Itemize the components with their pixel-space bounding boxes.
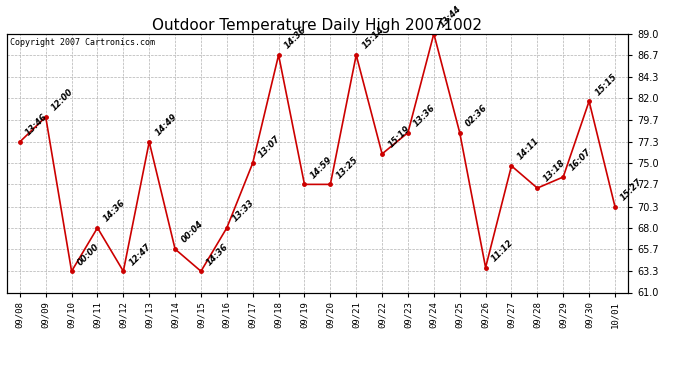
Text: 14:36: 14:36	[283, 26, 308, 51]
Text: 14:36: 14:36	[205, 242, 230, 267]
Text: 13:33: 13:33	[231, 198, 257, 223]
Text: 13:46: 13:46	[24, 112, 50, 138]
Text: 13:07: 13:07	[257, 134, 282, 159]
Text: 12:00: 12:00	[50, 87, 75, 113]
Title: Outdoor Temperature Daily High 20071002: Outdoor Temperature Daily High 20071002	[152, 18, 482, 33]
Text: 14:49: 14:49	[153, 112, 179, 138]
Text: 02:36: 02:36	[464, 103, 489, 129]
Text: 12:47: 12:47	[128, 242, 153, 267]
Text: 14:11: 14:11	[515, 136, 541, 162]
Text: Copyright 2007 Cartronics.com: Copyright 2007 Cartronics.com	[10, 38, 155, 46]
Text: 13:25: 13:25	[335, 155, 360, 180]
Text: 15:14: 15:14	[360, 26, 386, 51]
Text: 14:59: 14:59	[308, 155, 334, 180]
Text: 00:04: 00:04	[179, 219, 205, 245]
Text: 13:18: 13:18	[542, 159, 567, 184]
Text: 14:36: 14:36	[101, 198, 127, 223]
Text: 13:44: 13:44	[438, 4, 464, 30]
Text: 15:27: 15:27	[619, 177, 644, 203]
Text: 13:36: 13:36	[412, 103, 437, 129]
Text: 11:12: 11:12	[490, 238, 515, 263]
Text: 15:15: 15:15	[593, 72, 619, 97]
Text: 16:07: 16:07	[567, 147, 593, 173]
Text: 00:00: 00:00	[76, 242, 101, 267]
Text: 15:19: 15:19	[386, 124, 412, 150]
